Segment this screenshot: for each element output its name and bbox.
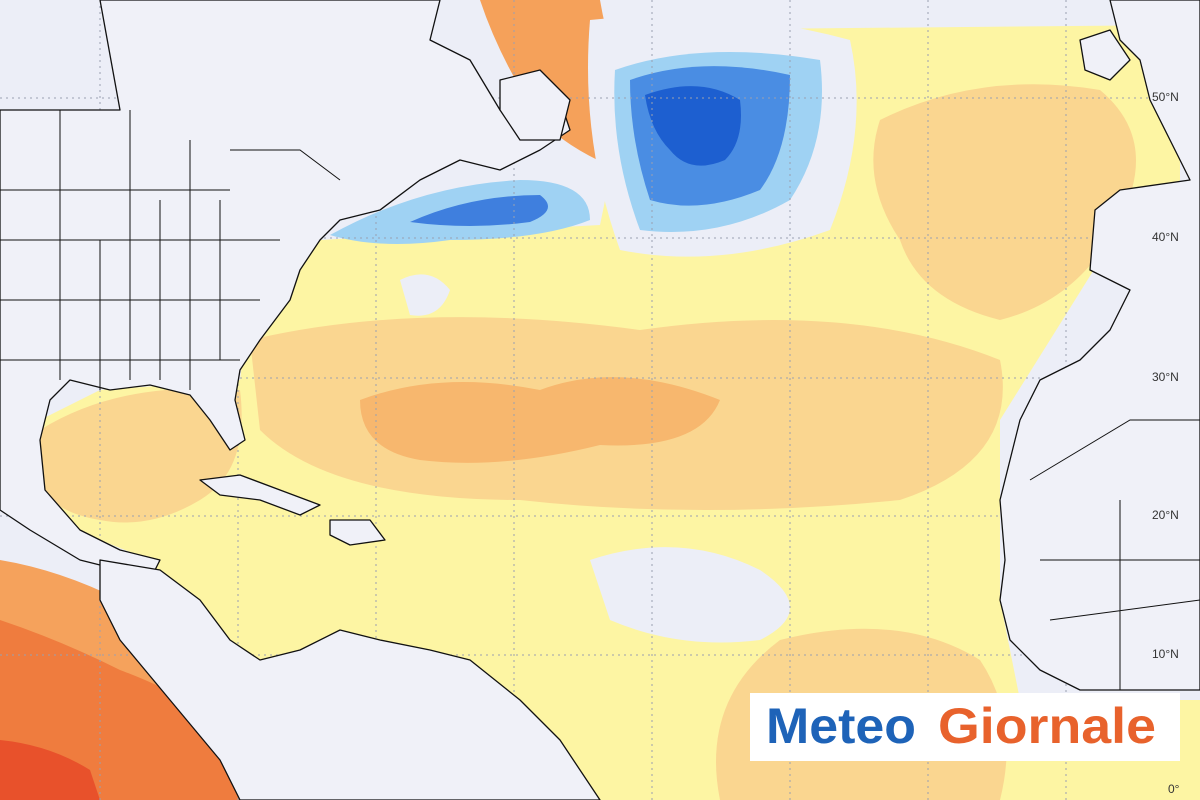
state-borders bbox=[0, 110, 341, 390]
warm-anomaly-pacific-peak bbox=[0, 740, 100, 800]
logo: Meteo Giornale bbox=[750, 693, 1180, 761]
central-south-america bbox=[99, 559, 601, 800]
europe-africa bbox=[999, 0, 1200, 691]
logo-word: Meteo bbox=[766, 698, 916, 754]
lat-label: 0° bbox=[1168, 782, 1180, 796]
warm-anomaly-orange bbox=[360, 377, 720, 463]
cold-anomaly-core bbox=[645, 86, 741, 166]
newfoundland bbox=[499, 69, 571, 141]
logo-box bbox=[750, 693, 1180, 761]
warm-anomaly-light-orange bbox=[873, 84, 1136, 321]
warm-anomaly-light-orange bbox=[40, 388, 242, 523]
british-isles bbox=[1079, 29, 1131, 81]
logo-word: Giornale bbox=[938, 698, 1156, 754]
cuba bbox=[199, 474, 321, 516]
neutral-patch bbox=[400, 274, 450, 316]
lat-label: 30°N bbox=[1152, 370, 1179, 384]
lat-label: 10°N bbox=[1152, 647, 1179, 661]
lat-label: 50°N bbox=[1152, 90, 1179, 104]
cold-anomaly-streak-core bbox=[410, 195, 548, 226]
hispaniola bbox=[329, 519, 386, 546]
lat-label: 20°N bbox=[1152, 508, 1179, 522]
lat-label: 40°N bbox=[1152, 230, 1179, 244]
neutral-patch bbox=[590, 547, 790, 643]
africa-borders bbox=[1029, 419, 1200, 690]
latitude-labels: 50°N 40°N 30°N 20°N 10°N 0° bbox=[1152, 90, 1180, 796]
